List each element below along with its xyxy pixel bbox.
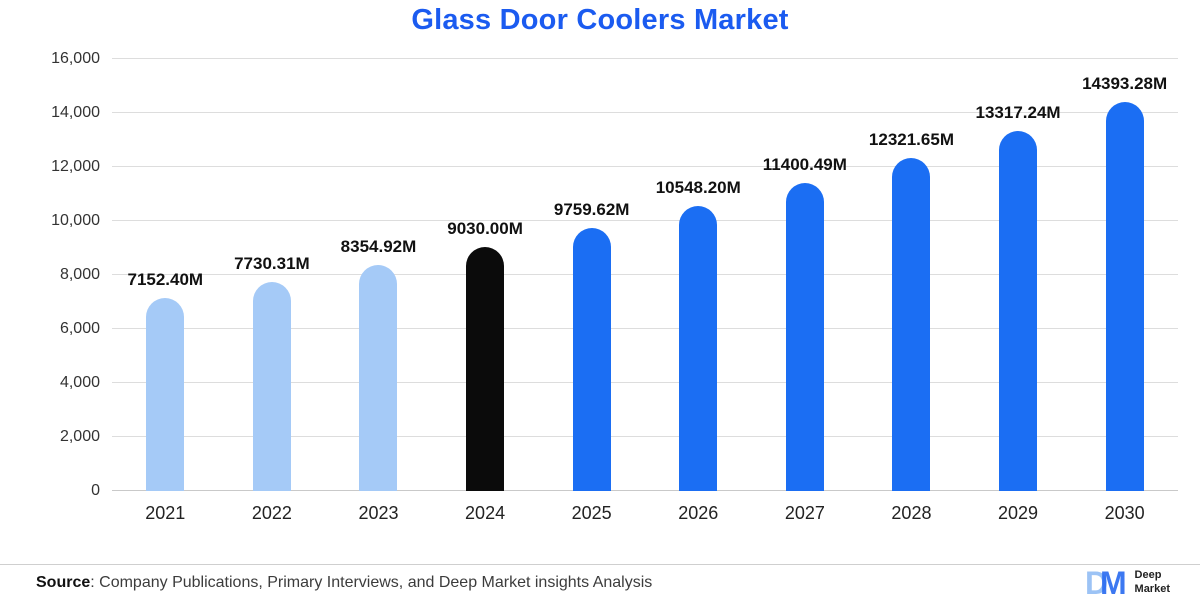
deep-market-logo: D M Deep Market [1085,566,1170,600]
x-axis-label: 2023 [358,503,399,523]
bar-2026[interactable] [679,206,718,491]
gridline [112,382,1178,383]
y-axis-tick-label: 16,000 [51,50,100,67]
x-axis-label: 2022 [251,503,292,523]
y-axis-tick-label: 0 [91,482,100,499]
bar-2028[interactable] [892,158,931,491]
bar-value-label: 10548.20M [655,178,741,198]
gridline [112,220,1178,221]
x-axis-label: 2021 [145,503,186,523]
svg-text:D: D [1085,566,1108,600]
y-axis-tick-label: 14,000 [51,104,100,121]
y-axis-tick-label: 6,000 [59,320,100,337]
x-axis-label: 2027 [784,503,825,523]
bar-2025[interactable] [572,227,611,491]
x-axis-label: 2026 [678,503,719,523]
y-axis-tick-label: 12,000 [51,158,100,175]
bar-2030[interactable] [1105,102,1144,491]
bar-2022[interactable] [252,282,291,491]
bar-value-label: 7152.40M [127,269,204,289]
bar-column: 7730.31M [219,59,326,491]
plot-area: 7152.40M 7730.31M 8354.92M 9030.00M 9759.62M… [51,50,1178,499]
gridline [112,58,1178,59]
y-axis-tick-label: 2,000 [59,428,100,445]
y-axis-tick-label: 8,000 [59,266,100,283]
bar-value-label: 9759.62M [553,199,630,219]
source-label: Source [36,573,91,591]
bar-2024[interactable] [466,247,505,491]
bar-2029[interactable] [999,131,1038,491]
source-body: : Company Publications, Primary Intervie… [90,573,653,591]
bar-column: 13317.24M [965,59,1072,491]
x-axis-label: 2024 [465,503,506,523]
bar-column: 9759.62M [538,59,645,491]
x-axis-label: 2025 [571,503,612,523]
bar-value-label: 11400.49M [762,155,847,175]
gridline [112,166,1178,167]
bar-value-label: 14393.28M [1082,74,1168,94]
x-axis-label: 2030 [1104,503,1145,523]
brand-line-2: Market [1134,582,1170,595]
svg-text:M: M [1100,566,1127,600]
source-text: Source: Company Publications, Primary In… [36,574,652,592]
bar-column: 14393.28M [1071,59,1178,491]
y-axis-tick-label: 4,000 [59,374,100,391]
gridline [112,490,1178,491]
bar-column: 9030.00M [432,59,539,491]
bar-column: 8354.92M [325,59,432,491]
gridline [112,436,1178,437]
brand-line-1: Deep [1134,569,1162,582]
bar-2021[interactable] [146,297,185,491]
bar-value-label: 9030.00M [447,219,523,239]
x-axis-label: 2029 [998,503,1039,523]
gridline [112,112,1178,113]
bar-value-label: 8354.92M [340,237,417,257]
bars: 7152.40M 7730.31M 8354.92M 9030.00M 9759.62M… [112,59,1178,491]
bar-2027[interactable] [785,183,824,491]
chart-title: Glass Door Coolers Market [411,4,789,36]
x-axis-label: 2028 [891,503,932,523]
bar-column: 10548.20M [645,59,752,491]
y-axis-tick-label: 10,000 [51,212,100,229]
dm-monogram-icon: D M [1085,566,1127,600]
bar-column: 7152.40M [112,59,219,491]
gridline [112,274,1178,275]
x-axis-labels: 2021 2022 2023 2024 2025 2026 2027 2028 2029 2030 [112,503,1178,524]
brand-text: Deep Market [1135,569,1170,595]
bar-value-label: 12321.65M [868,130,954,150]
gridline [112,328,1178,329]
bar-2023[interactable] [359,265,398,491]
bar-value-label: 13317.24M [975,103,1061,123]
bar-value-label: 7730.31M [234,254,310,274]
footer: Source: Company Publications, Primary In… [0,564,1200,600]
bar-column: 12321.65M [858,59,965,491]
bar-column: 11400.49M [752,59,859,491]
